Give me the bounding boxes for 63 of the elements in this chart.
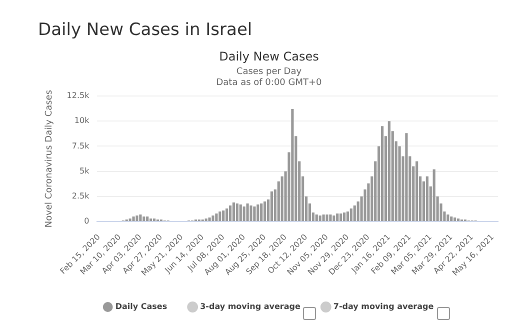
bar <box>456 218 460 222</box>
bar <box>132 216 135 222</box>
bar <box>270 191 274 222</box>
chart-subtitle: Cases per Day Data as of 0:00 GMT+0 <box>216 67 322 88</box>
bar <box>212 216 214 222</box>
bar <box>336 213 339 222</box>
bar <box>329 214 332 222</box>
bar <box>353 205 356 222</box>
bar <box>246 203 249 222</box>
legend-label: 7-day moving average <box>333 302 434 312</box>
y-tick-label: 0 <box>84 216 90 226</box>
bar <box>332 216 336 222</box>
bar <box>256 204 260 222</box>
bar <box>454 218 456 222</box>
text: Daily New Cases in Israel <box>38 20 252 40</box>
bar <box>226 208 228 222</box>
bar <box>264 201 266 222</box>
bar <box>388 121 390 222</box>
legend-label: 3-day moving average <box>200 302 301 312</box>
bar <box>253 206 256 222</box>
bar <box>204 218 208 222</box>
bar <box>446 214 450 222</box>
bar <box>350 208 352 222</box>
bar <box>380 126 384 222</box>
bar <box>291 109 294 222</box>
bar <box>152 218 156 222</box>
bar <box>326 214 328 222</box>
bar <box>450 216 453 222</box>
bar <box>346 211 350 222</box>
bar <box>242 206 246 222</box>
chart-title: Daily New Cases <box>219 49 319 64</box>
bar <box>215 213 218 222</box>
bar <box>318 216 322 222</box>
bar <box>146 216 149 222</box>
bar <box>232 202 236 222</box>
bar <box>250 205 252 222</box>
y-tick-label: 7.5k <box>72 141 90 150</box>
bar <box>322 214 325 222</box>
bar <box>139 214 142 222</box>
bar <box>239 204 242 222</box>
bar <box>236 203 238 222</box>
y-tick-label: 5k <box>80 166 90 176</box>
bar <box>150 218 152 222</box>
bar <box>342 212 346 222</box>
y-axis-title: Novel Coronavirus Daily Cases <box>44 90 55 228</box>
bar <box>142 216 146 222</box>
bar <box>128 218 132 222</box>
bar <box>208 218 211 222</box>
bar <box>432 169 436 222</box>
bar <box>136 216 138 222</box>
y-tick-label: 2.5k <box>72 192 90 200</box>
y-tick-label: 12.5k <box>66 91 90 100</box>
y-tick-label: 10k <box>74 116 90 126</box>
bar <box>260 203 263 222</box>
bar <box>426 176 428 222</box>
bar <box>416 161 418 222</box>
bar <box>222 210 225 222</box>
bar <box>228 205 232 222</box>
legend-label: Daily Cases <box>115 302 168 312</box>
bar <box>405 133 408 222</box>
bar <box>315 214 318 222</box>
bar <box>218 211 222 222</box>
bar <box>340 213 342 222</box>
